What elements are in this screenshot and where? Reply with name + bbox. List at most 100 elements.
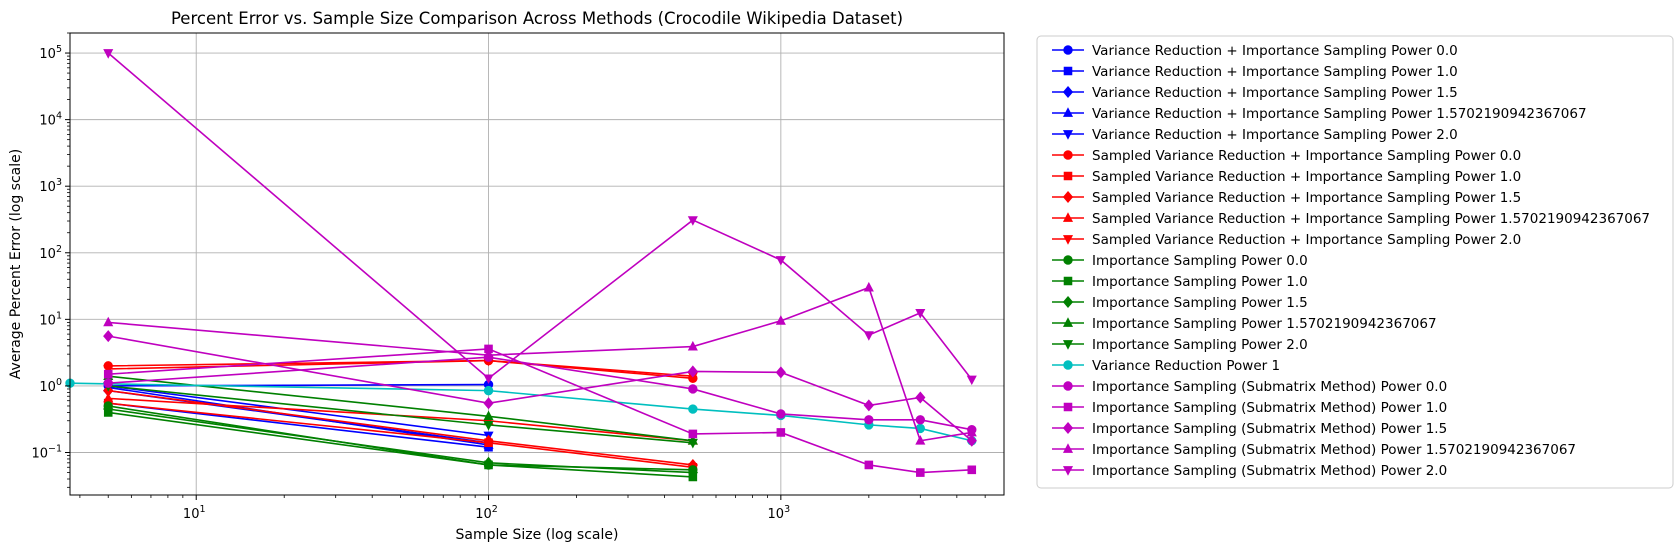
y-tick-label: 101: [39, 310, 62, 328]
legend-marker: [1063, 66, 1073, 76]
legend: Variance Reduction + Importance Sampling…: [1036, 35, 1674, 489]
legend-marker: [1062, 317, 1074, 327]
data-point: [687, 340, 698, 351]
legend-label: Variance Reduction + Importance Sampling…: [1092, 85, 1458, 101]
series-21: [103, 49, 977, 386]
legend-marker: [1062, 107, 1074, 117]
data-point: [484, 344, 493, 354]
x-axis-ticks: 101 102 103: [79, 495, 986, 522]
data-point: [775, 315, 786, 325]
data-point: [915, 435, 926, 445]
data-point: [915, 309, 926, 319]
data-point: [864, 415, 874, 425]
data-point: [103, 402, 114, 416]
data-point: [483, 397, 494, 410]
legend-item: Importance Sampling Power 1.5: [1052, 295, 1308, 311]
legend-item: Importance Sampling Power 2.0: [1052, 337, 1308, 353]
legend-item: Importance Sampling (Submatrix Method) P…: [1052, 421, 1447, 437]
legend-marker: [1063, 276, 1073, 286]
data-point: [775, 366, 786, 379]
y-tick-label: 102: [39, 244, 62, 262]
data-point: [103, 330, 114, 343]
legend-label: Variance Reduction + Importance Sampling…: [1092, 106, 1587, 122]
legend-marker: [1062, 421, 1074, 435]
y-tick-label: 10−1: [31, 444, 62, 462]
y-axis-ticks: 10−1 100 101 102 103 104 105: [31, 32, 70, 488]
legend-item: Importance Sampling (Submatrix Method) P…: [1052, 379, 1447, 395]
legend-item: Sampled Variance Reduction + Importance …: [1052, 169, 1521, 185]
legend-marker: [1062, 130, 1074, 140]
legend-marker: [1063, 45, 1073, 55]
legend-item: Sampled Variance Reduction + Importance …: [1052, 211, 1650, 227]
legend-marker: [1062, 443, 1074, 453]
legend-label: Importance Sampling Power 1.570219094236…: [1092, 316, 1437, 332]
data-point: [687, 365, 698, 378]
legend-label: Importance Sampling (Submatrix Method) P…: [1092, 400, 1447, 416]
data-point: [103, 378, 113, 388]
legend-marker: [1062, 235, 1074, 245]
legend-marker: [1062, 340, 1074, 350]
data-point: [967, 465, 977, 475]
data-point: [483, 385, 494, 396]
legend-label: Variance Reduction + Importance Sampling…: [1092, 64, 1458, 80]
y-tick-label: 100: [39, 377, 62, 395]
data-point: [966, 434, 977, 447]
legend-label: Sampled Variance Reduction + Importance …: [1092, 211, 1650, 227]
data-point: [688, 384, 698, 394]
series-line: [107, 52, 973, 380]
y-axis-label: Average Percent Error (log scale): [8, 149, 24, 379]
legend-item: Sampled Variance Reduction + Importance …: [1052, 190, 1521, 206]
legend-label: Importance Sampling Power 1.5: [1092, 295, 1308, 311]
legend-label: Variance Reduction Power 1: [1092, 358, 1280, 374]
data-point: [103, 49, 114, 59]
series-13: [103, 402, 698, 479]
data-point: [966, 375, 977, 386]
legend-items: Variance Reduction + Importance Sampling…: [1052, 43, 1650, 479]
data-point: [483, 374, 494, 385]
legend-label: Importance Sampling (Submatrix Method) P…: [1092, 421, 1447, 437]
data-point: [483, 410, 494, 421]
legend-item: Variance Reduction + Importance Sampling…: [1052, 85, 1458, 101]
legend-label: Importance Sampling Power 1.0: [1092, 274, 1308, 290]
legend-item: Variance Reduction + Importance Sampling…: [1052, 106, 1587, 122]
legend-marker: [1063, 402, 1073, 412]
data-point: [915, 415, 926, 425]
series-19: [103, 330, 977, 447]
legend-frame: [1036, 35, 1674, 489]
legend-item: Importance Sampling (Submatrix Method) P…: [1052, 400, 1447, 416]
legend-label: Importance Sampling (Submatrix Method) P…: [1092, 379, 1447, 395]
legend-item: Importance Sampling Power 1.0: [1052, 274, 1308, 290]
legend-label: Importance Sampling (Submatrix Method) P…: [1092, 463, 1447, 479]
series-line: [108, 348, 972, 474]
legend-label: Variance Reduction + Importance Sampling…: [1092, 127, 1458, 143]
legend-marker: [1062, 212, 1074, 222]
x-axis-label: Sample Size (log scale): [456, 527, 619, 543]
legend-marker: [1063, 255, 1073, 265]
series-layer: [65, 49, 977, 482]
legend-label: Importance Sampling Power 0.0: [1092, 253, 1308, 269]
legend-label: Sampled Variance Reduction + Importance …: [1092, 148, 1521, 164]
series-2: [103, 398, 493, 452]
plot-frame: [69, 32, 1005, 496]
legend-item: Importance Sampling Power 1.570219094236…: [1052, 316, 1437, 332]
data-point: [687, 438, 698, 449]
legend-label: Variance Reduction + Importance Sampling…: [1092, 43, 1458, 59]
data-point: [916, 468, 925, 477]
legend-item: Sampled Variance Reduction + Importance …: [1052, 232, 1521, 248]
legend-item: Importance Sampling (Submatrix Method) P…: [1052, 463, 1447, 479]
data-point: [687, 216, 698, 226]
data-point: [103, 365, 114, 375]
data-point: [688, 429, 698, 439]
x-tick-label: 101: [183, 504, 206, 522]
x-tick-label: 103: [768, 504, 791, 522]
data-point: [103, 392, 114, 403]
legend-label: Sampled Variance Reduction + Importance …: [1092, 190, 1521, 206]
legend-marker: [1062, 466, 1074, 476]
data-point: [966, 426, 977, 437]
data-point: [687, 466, 698, 479]
data-point: [775, 256, 786, 266]
legend-marker: [1062, 295, 1074, 309]
legend-item: Variance Reduction + Importance Sampling…: [1052, 127, 1458, 143]
